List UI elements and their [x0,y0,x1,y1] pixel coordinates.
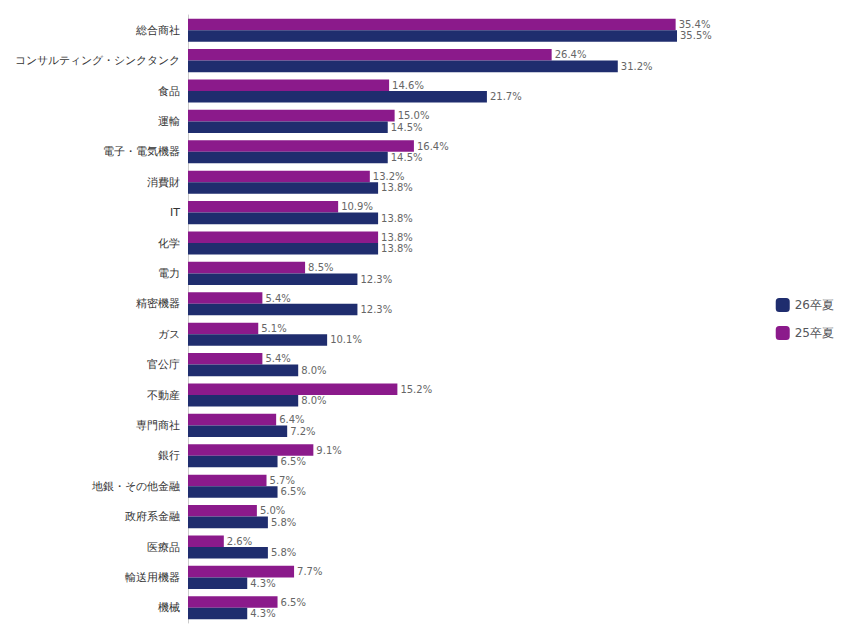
svg-text:13.2%: 13.2% [373,171,405,182]
svg-text:コンサルティング・シンクタンク: コンサルティング・シンクタンク [15,54,180,67]
svg-text:医療品: 医療品 [147,541,180,554]
svg-text:不動産: 不動産 [147,389,180,402]
svg-text:官公庁: 官公庁 [147,358,180,371]
svg-text:6.5%: 6.5% [281,486,306,497]
svg-text:7.2%: 7.2% [290,426,315,437]
svg-text:14.5%: 14.5% [391,122,423,133]
svg-text:4.3%: 4.3% [250,608,275,619]
svg-text:8.0%: 8.0% [301,395,326,406]
svg-text:15.0%: 15.0% [398,110,430,121]
svg-text:輸送用機器: 輸送用機器 [125,571,180,584]
svg-text:IT: IT [170,206,180,219]
svg-text:8.0%: 8.0% [301,365,326,376]
svg-text:化学: 化学 [158,237,180,250]
svg-text:25卒夏: 25卒夏 [795,326,834,340]
svg-text:5.8%: 5.8% [271,517,296,528]
svg-text:消費財: 消費財 [147,176,180,189]
svg-text:13.8%: 13.8% [381,243,413,254]
svg-text:6.5%: 6.5% [281,597,306,608]
svg-text:14.6%: 14.6% [392,80,424,91]
svg-text:13.8%: 13.8% [381,182,413,193]
svg-text:5.1%: 5.1% [261,323,286,334]
svg-text:26卒夏: 26卒夏 [795,298,834,312]
svg-text:10.9%: 10.9% [341,201,373,212]
svg-text:35.5%: 35.5% [680,30,712,41]
svg-text:専門商社: 専門商社 [136,419,180,432]
svg-text:21.7%: 21.7% [490,91,522,102]
svg-text:政府系金融: 政府系金融 [125,510,180,523]
svg-text:6.4%: 6.4% [279,414,304,425]
svg-text:5.8%: 5.8% [271,547,296,558]
svg-text:10.1%: 10.1% [330,334,362,345]
svg-text:2.6%: 2.6% [227,536,252,547]
svg-text:5.7%: 5.7% [270,475,295,486]
svg-text:5.4%: 5.4% [265,293,290,304]
svg-text:35.4%: 35.4% [679,19,711,30]
svg-text:運輸: 運輸 [158,115,180,128]
svg-text:15.2%: 15.2% [400,384,432,395]
svg-text:ガス: ガス [158,328,180,341]
svg-text:31.2%: 31.2% [621,61,653,72]
svg-text:7.7%: 7.7% [297,566,322,577]
svg-text:13.8%: 13.8% [381,232,413,243]
svg-text:食品: 食品 [158,85,180,98]
svg-text:機械: 機械 [158,601,180,614]
svg-text:5.4%: 5.4% [265,353,290,364]
svg-text:6.5%: 6.5% [281,456,306,467]
svg-text:8.5%: 8.5% [308,262,333,273]
svg-text:4.3%: 4.3% [250,578,275,589]
svg-text:電子・電気機器: 電子・電気機器 [103,145,180,158]
svg-text:銀行: 銀行 [158,449,180,462]
svg-text:26.4%: 26.4% [555,49,587,60]
svg-text:総合商社: 総合商社 [135,24,180,37]
svg-text:電力: 電力 [158,267,180,280]
svg-text:12.3%: 12.3% [360,304,392,315]
svg-text:精密機器: 精密機器 [136,297,180,310]
svg-text:14.5%: 14.5% [391,152,423,163]
svg-text:5.0%: 5.0% [260,505,285,516]
svg-text:16.4%: 16.4% [417,141,449,152]
svg-text:地銀・その他金融: 地銀・その他金融 [91,480,180,493]
svg-text:12.3%: 12.3% [360,274,392,285]
svg-text:9.1%: 9.1% [316,445,341,456]
svg-text:13.8%: 13.8% [381,213,413,224]
